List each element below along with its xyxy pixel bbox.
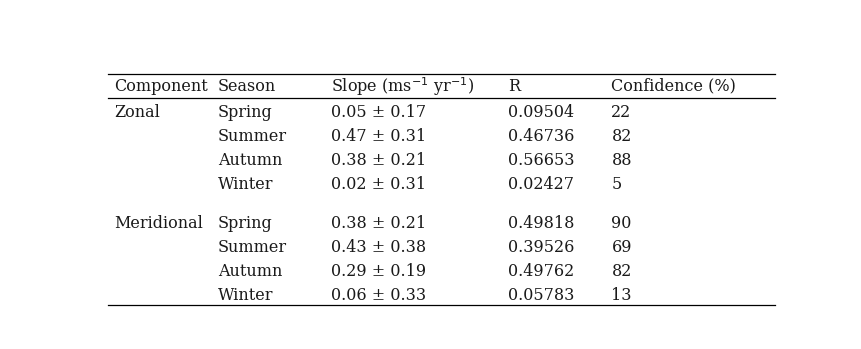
Text: 0.56653: 0.56653 <box>508 153 574 169</box>
Text: Component: Component <box>115 78 208 95</box>
Text: 13: 13 <box>611 287 632 304</box>
Text: Zonal: Zonal <box>115 104 160 121</box>
Text: 69: 69 <box>611 239 632 256</box>
Text: 0.43 ± 0.38: 0.43 ± 0.38 <box>331 239 426 256</box>
Text: Confidence (%): Confidence (%) <box>611 78 736 95</box>
Text: 22: 22 <box>611 104 632 121</box>
Text: 0.49818: 0.49818 <box>508 215 574 232</box>
Text: Spring: Spring <box>218 215 272 232</box>
Text: 0.06 ± 0.33: 0.06 ± 0.33 <box>331 287 426 304</box>
Text: Summer: Summer <box>218 128 287 145</box>
Text: 0.02427: 0.02427 <box>508 177 574 193</box>
Text: Meridional: Meridional <box>115 215 203 232</box>
Text: 90: 90 <box>611 215 632 232</box>
Text: 82: 82 <box>611 128 632 145</box>
Text: 0.05 ± 0.17: 0.05 ± 0.17 <box>331 104 426 121</box>
Text: 0.29 ± 0.19: 0.29 ± 0.19 <box>331 263 426 280</box>
Text: 82: 82 <box>611 263 632 280</box>
Text: 0.09504: 0.09504 <box>508 104 574 121</box>
Text: Winter: Winter <box>218 287 273 304</box>
Text: 0.02 ± 0.31: 0.02 ± 0.31 <box>331 177 426 193</box>
Text: 0.38 ± 0.21: 0.38 ± 0.21 <box>331 215 426 232</box>
Text: Spring: Spring <box>218 104 272 121</box>
Text: 0.39526: 0.39526 <box>508 239 574 256</box>
Text: 0.38 ± 0.21: 0.38 ± 0.21 <box>331 153 426 169</box>
Text: Summer: Summer <box>218 239 287 256</box>
Text: Autumn: Autumn <box>218 263 282 280</box>
Text: 0.46736: 0.46736 <box>508 128 574 145</box>
Text: Slope (ms$^{-1}$ yr$^{-1}$): Slope (ms$^{-1}$ yr$^{-1}$) <box>331 75 474 98</box>
Text: Winter: Winter <box>218 177 273 193</box>
Text: 88: 88 <box>611 153 632 169</box>
Text: 0.05783: 0.05783 <box>508 287 574 304</box>
Text: 5: 5 <box>611 177 622 193</box>
Text: 0.49762: 0.49762 <box>508 263 574 280</box>
Text: Season: Season <box>218 78 276 95</box>
Text: 0.47 ± 0.31: 0.47 ± 0.31 <box>331 128 426 145</box>
Text: R: R <box>508 78 520 95</box>
Text: Autumn: Autumn <box>218 153 282 169</box>
